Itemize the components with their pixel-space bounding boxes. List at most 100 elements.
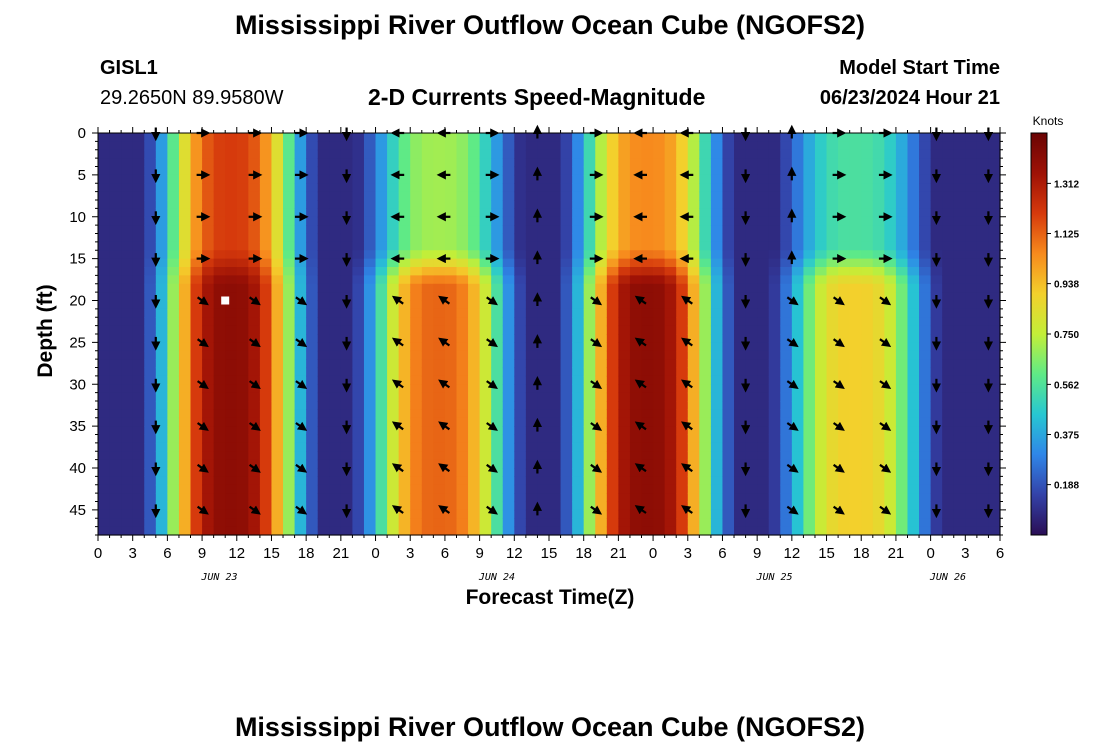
chart-title: Mississippi River Outflow Ocean Cube (NG… xyxy=(234,10,866,40)
heatmap-cell xyxy=(919,166,932,176)
heatmap-cell xyxy=(98,426,111,436)
heatmap-cell xyxy=(988,275,1001,285)
heatmap-cell xyxy=(919,417,932,427)
heatmap-cell xyxy=(259,468,273,477)
heatmap-cell xyxy=(838,191,851,201)
heatmap-cell xyxy=(132,442,145,452)
heatmap-cell xyxy=(294,392,307,402)
heatmap-cell xyxy=(872,367,885,377)
heatmap-cell xyxy=(826,308,839,318)
heatmap-cell xyxy=(838,258,851,268)
heatmap-cell xyxy=(560,258,573,268)
heatmap-cell xyxy=(352,283,365,293)
heatmap-cell xyxy=(699,409,712,419)
heatmap-cell xyxy=(502,216,515,226)
heatmap-cell xyxy=(387,258,400,268)
heatmap-cell xyxy=(98,174,111,184)
heatmap-cell xyxy=(814,149,828,159)
heatmap-cell xyxy=(410,174,423,184)
heatmap-cell xyxy=(375,275,388,285)
heatmap-cell xyxy=(259,250,273,260)
heatmap-cell xyxy=(687,317,700,327)
current-arrow xyxy=(590,379,603,389)
heatmap-cell xyxy=(722,367,735,377)
heatmap-cell xyxy=(768,250,781,260)
heatmap-cell xyxy=(976,476,990,486)
heatmap-cell xyxy=(387,216,400,226)
heatmap-cell xyxy=(329,208,342,218)
heatmap-cell xyxy=(363,267,377,276)
heatmap-cell xyxy=(942,526,955,536)
heatmap-cell xyxy=(283,267,296,276)
heatmap-cell xyxy=(132,451,145,461)
heatmap-cell xyxy=(456,141,469,151)
heatmap-cell xyxy=(618,350,631,360)
heatmap-cell xyxy=(410,149,423,159)
heatmap-cell xyxy=(838,518,851,528)
heatmap-cell xyxy=(178,426,192,436)
x-tick-label: 0 xyxy=(94,545,102,562)
heatmap-cell xyxy=(895,183,909,193)
heatmap-cell xyxy=(306,158,319,168)
heatmap-cell xyxy=(942,476,955,486)
heatmap-cell xyxy=(595,325,608,335)
heatmap-cell xyxy=(525,434,539,444)
heatmap-cell xyxy=(178,200,192,209)
heatmap-cell xyxy=(306,518,319,528)
heatmap-cell xyxy=(456,476,469,486)
heatmap-cell xyxy=(641,250,654,260)
heatmap-cell xyxy=(225,308,238,318)
heatmap-cell xyxy=(699,200,712,209)
current-arrow xyxy=(438,337,451,347)
heatmap-cell xyxy=(225,158,238,168)
heatmap-cell xyxy=(745,149,758,159)
heatmap-cell xyxy=(352,250,365,260)
heatmap-cell xyxy=(121,334,134,343)
heatmap-cell xyxy=(595,158,608,168)
heatmap-cell xyxy=(109,141,122,151)
heatmap-cell xyxy=(618,468,631,477)
heatmap-cell xyxy=(352,342,365,352)
heatmap-cell xyxy=(144,275,157,285)
heatmap-cell xyxy=(352,334,365,343)
heatmap-cell xyxy=(641,166,654,176)
colorbar-tick-label: 0.188 xyxy=(1054,481,1079,492)
x-tick-label: 0 xyxy=(371,545,379,562)
heatmap-cell xyxy=(190,141,203,151)
heatmap-cell xyxy=(433,409,446,419)
heatmap-cell xyxy=(202,191,215,201)
heatmap-cell xyxy=(306,426,319,436)
heatmap-cell xyxy=(132,468,145,477)
heatmap-cell xyxy=(190,334,203,343)
heatmap-cell xyxy=(375,317,388,327)
heatmap-cell xyxy=(699,375,712,385)
heatmap-cell xyxy=(132,501,145,511)
heatmap-cell xyxy=(213,149,226,159)
heatmap-cell xyxy=(734,426,747,436)
heatmap-cell xyxy=(144,451,157,461)
heatmap-cell xyxy=(618,241,631,251)
heatmap-cell xyxy=(872,493,885,503)
current-arrow xyxy=(438,421,451,431)
heatmap-cell xyxy=(317,133,330,142)
heatmap-cell xyxy=(629,133,643,142)
heatmap-cell xyxy=(225,267,238,276)
heatmap-cell xyxy=(757,258,770,268)
heatmap-cell xyxy=(572,133,585,142)
heatmap-cell xyxy=(664,133,677,142)
heatmap-cell xyxy=(294,258,307,268)
heatmap-cell xyxy=(791,451,805,461)
heatmap-cell xyxy=(259,308,273,318)
heatmap-cell xyxy=(202,350,215,360)
heatmap-cell xyxy=(514,493,527,503)
heatmap-cell xyxy=(653,183,666,193)
heatmap-cell xyxy=(791,518,805,528)
heatmap-cell xyxy=(271,501,284,511)
heatmap-cell xyxy=(456,174,469,184)
heatmap-cell xyxy=(306,208,319,218)
heatmap-cell xyxy=(791,308,805,318)
heatmap-cell xyxy=(468,518,481,528)
heatmap-cell xyxy=(479,292,492,302)
heatmap-cell xyxy=(976,208,990,218)
heatmap-cell xyxy=(525,200,539,209)
